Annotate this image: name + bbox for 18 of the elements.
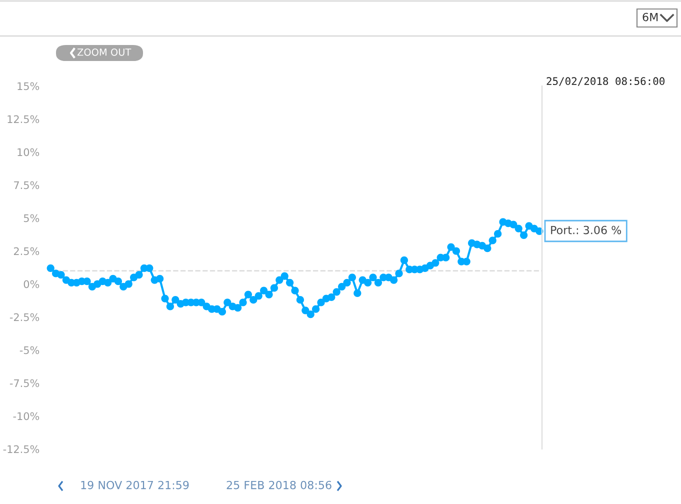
y-tick-label: -7.5% bbox=[10, 379, 40, 388]
text: ZOOM OUT bbox=[77, 48, 132, 56]
text: 19 NOV 2017 21:59 bbox=[81, 480, 189, 490]
y-tick-label: 2.5% bbox=[14, 247, 40, 256]
y-tick-label: -2.5% bbox=[10, 313, 40, 322]
y-tick-label: 10% bbox=[18, 148, 40, 156]
y-tick-label: 0% bbox=[24, 280, 40, 288]
y-tick-label: -5% bbox=[20, 346, 40, 354]
text: 6M bbox=[642, 12, 658, 22]
y-tick-label: 5% bbox=[24, 214, 40, 222]
y-tick-label: -10% bbox=[13, 412, 40, 420]
text: Port.: 3.06 % bbox=[551, 226, 622, 234]
y-tick-label: 7.5% bbox=[14, 181, 40, 190]
y-tick-label: -12.5% bbox=[3, 445, 40, 454]
y-tick-label: 12.5% bbox=[8, 115, 40, 124]
text: 25/02/2018 08:56:00 bbox=[546, 77, 664, 86]
text: 25 FEB 2018 08:56 bbox=[226, 480, 332, 490]
y-tick-label: 15% bbox=[18, 82, 40, 90]
